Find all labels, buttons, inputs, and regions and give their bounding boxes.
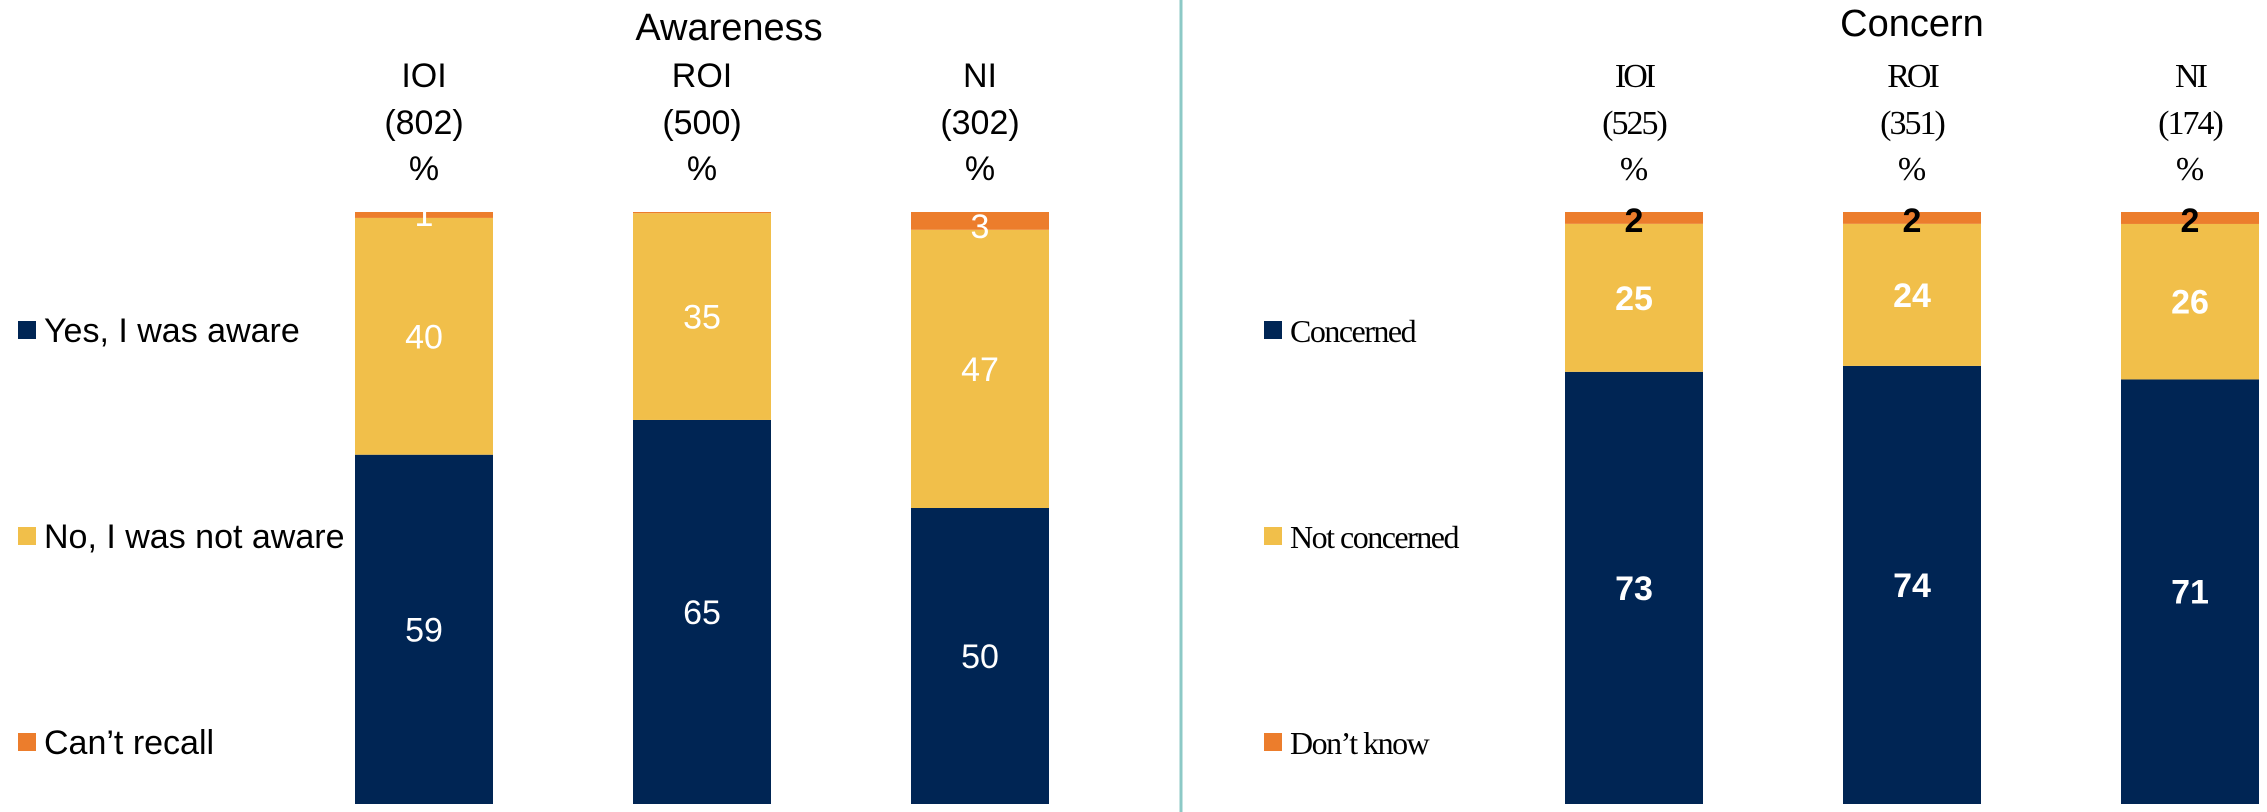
- legend-swatch-concerned: [1264, 321, 1282, 339]
- awareness-bar-ioi-cant-recall: [355, 212, 493, 218]
- awareness-bars: 59 40 1 65 35 * 50 47 3: [355, 191, 1049, 804]
- awareness-value-label-ioi-cant-recall: 1: [415, 196, 434, 234]
- concern-bar-ioi-concerned: [1565, 371, 1703, 804]
- awareness-bar-roi-not-aware: [633, 213, 771, 420]
- concern-category-label-ioi: IOI: [1615, 58, 1656, 95]
- concern-value-label-roi-not-concerned: 24: [1893, 277, 1931, 315]
- legend-swatch-not-aware: [18, 527, 36, 545]
- awareness-title: Awareness: [635, 7, 822, 49]
- awareness-bar-ni-yes-aware: [911, 508, 1049, 804]
- awareness-category-unit-roi: %: [687, 150, 717, 188]
- legend-swatch-cant-recall: [18, 733, 36, 751]
- concern-value-label-ni-dont-know: 2: [2181, 202, 2200, 240]
- concern-bar-roi-concerned: [1843, 365, 1981, 804]
- concern-category-unit-roi: %: [1898, 151, 1926, 188]
- legend-label-not-aware: No, I was not aware: [44, 518, 344, 556]
- concern-value-label-ioi-dont-know: 2: [1625, 202, 1644, 240]
- concern-category-base-roi: (351): [1880, 105, 1944, 142]
- concern-value-label-roi-concerned: 74: [1893, 567, 1931, 605]
- concern-value-label-ioi-not-concerned: 25: [1615, 280, 1653, 318]
- awareness-value-label-ni-cant-recall: 3: [971, 208, 990, 246]
- awareness-category-label-ni: NI: [963, 57, 997, 95]
- concern-bar-roi-dont-know: [1843, 212, 1981, 224]
- awareness-value-label-roi-yes-aware: 65: [683, 594, 721, 632]
- concern-title: Concern: [1840, 3, 1984, 45]
- legend-label-concerned: Concerned: [1290, 313, 1417, 349]
- awareness-panel: Awareness IOI (802) % ROI (500) % NI (30…: [18, 7, 1049, 804]
- awareness-bar-ni-cant-recall: [911, 212, 1049, 230]
- concern-value-label-roi-dont-know: 2: [1903, 202, 1922, 240]
- legend-label-cant-recall: Can’t recall: [44, 724, 214, 762]
- concern-bar-ni-dont-know: [2121, 212, 2259, 224]
- concern-panel: Concern IOI (525) % ROI (351) % NI (174)…: [1264, 3, 2259, 804]
- awareness-value-label-ioi-yes-aware: 59: [405, 611, 443, 649]
- concern-category-unit-ni: %: [2176, 151, 2204, 188]
- awareness-bar-ni-not-aware: [911, 229, 1049, 508]
- awareness-bar-roi-cant-recall: [633, 212, 771, 214]
- concern-bar-ioi-dont-know: [1565, 212, 1703, 224]
- awareness-category-base-ioi: (802): [384, 104, 463, 142]
- legend-swatch-not-concerned: [1264, 527, 1282, 545]
- awareness-category-unit-ni: %: [965, 150, 995, 188]
- concern-category-base-ioi: (525): [1602, 105, 1666, 142]
- awareness-value-label-roi-cant-recall: *: [695, 191, 708, 229]
- awareness-category-unit-ioi: %: [409, 150, 439, 188]
- awareness-category-base-ni: (302): [940, 104, 1019, 142]
- awareness-category-base-roi: (500): [662, 104, 741, 142]
- legend-label-dont-know: Don’t know: [1290, 725, 1430, 761]
- awareness-value-label-ni-not-aware: 47: [961, 351, 999, 389]
- concern-bars: 73 25 2 74 24 2 71 26 2: [1565, 202, 2259, 804]
- awareness-value-label-ioi-not-aware: 40: [405, 318, 443, 356]
- legend-swatch-yes-aware: [18, 321, 36, 339]
- concern-value-label-ioi-concerned: 73: [1615, 570, 1653, 608]
- awareness-category-label-roi: ROI: [672, 57, 732, 95]
- awareness-value-label-roi-not-aware: 35: [683, 299, 721, 337]
- awareness-bar-roi-yes-aware: [633, 419, 771, 804]
- awareness-value-label-ni-yes-aware: 50: [961, 638, 999, 676]
- awareness-bar-ioi-not-aware: [355, 217, 493, 455]
- concern-category-base-ni: (174): [2158, 105, 2222, 142]
- awareness-category-label-ioi: IOI: [401, 57, 446, 95]
- concern-category-unit-ioi: %: [1620, 151, 1648, 188]
- legend-label-not-concerned: Not concerned: [1290, 519, 1459, 555]
- concern-value-label-ni-concerned: 71: [2171, 574, 2209, 612]
- concern-bar-ni-not-concerned: [2121, 223, 2259, 380]
- concern-bar-ni-concerned: [2121, 379, 2259, 804]
- concern-bar-roi-not-concerned: [1843, 223, 1981, 366]
- concern-value-label-ni-not-concerned: 26: [2171, 284, 2209, 322]
- awareness-bar-ioi-yes-aware: [355, 454, 493, 804]
- concern-category-label-roi: ROI: [1887, 58, 1939, 95]
- concern-bar-ioi-not-concerned: [1565, 223, 1703, 372]
- legend-swatch-dont-know: [1264, 733, 1282, 751]
- legend-label-yes-aware: Yes, I was aware: [44, 312, 300, 350]
- concern-category-label-ni: NI: [2175, 58, 2208, 95]
